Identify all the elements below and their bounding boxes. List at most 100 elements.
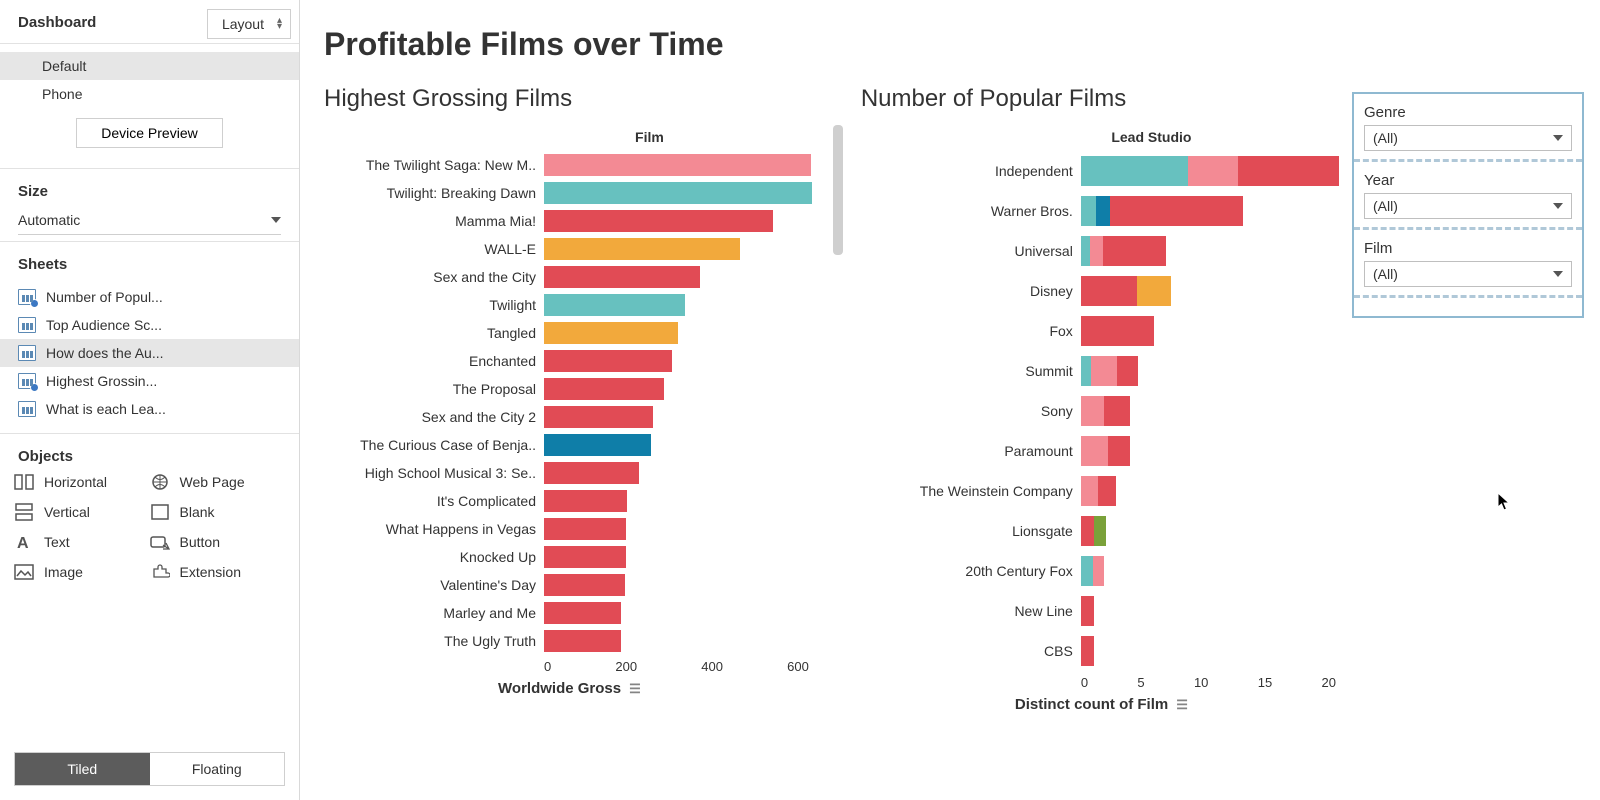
sort-desc-icon[interactable]: ☰ bbox=[1176, 697, 1188, 713]
bar-segment[interactable] bbox=[1108, 436, 1130, 466]
object-vertical[interactable]: Vertical bbox=[14, 503, 150, 521]
bar-row[interactable]: The Curious Case of Benja.. bbox=[324, 431, 815, 459]
filter-select[interactable]: (All) bbox=[1364, 125, 1572, 151]
bar-row[interactable]: The Weinstein Company bbox=[861, 471, 1342, 511]
bar-row[interactable]: Lionsgate bbox=[861, 511, 1342, 551]
bar-segment[interactable] bbox=[1081, 436, 1108, 466]
device-default[interactable]: Default bbox=[0, 52, 299, 80]
object-button[interactable]: Button bbox=[150, 533, 286, 551]
bar-row[interactable]: It's Complicated bbox=[324, 487, 815, 515]
object-webpage[interactable]: Web Page bbox=[150, 473, 286, 491]
bar-segment[interactable] bbox=[1098, 476, 1116, 506]
bar-segment[interactable] bbox=[1104, 396, 1130, 426]
bar-segment[interactable] bbox=[1188, 156, 1238, 186]
bar-row[interactable]: Disney bbox=[861, 271, 1342, 311]
bar-row[interactable]: WALL-E bbox=[324, 235, 815, 263]
size-select[interactable]: Automatic bbox=[18, 208, 281, 235]
sheet-item[interactable]: Highest Grossin... bbox=[0, 367, 299, 395]
sheet-item[interactable]: How does the Au... bbox=[0, 339, 299, 367]
bar-segment[interactable] bbox=[1094, 516, 1106, 546]
bar[interactable] bbox=[544, 350, 672, 372]
bar-row[interactable]: 20th Century Fox bbox=[861, 551, 1342, 591]
bar-segment[interactable] bbox=[1081, 516, 1094, 546]
bar[interactable] bbox=[544, 238, 740, 260]
bar-segment[interactable] bbox=[1081, 556, 1093, 586]
bar-row[interactable]: What Happens in Vegas bbox=[324, 515, 815, 543]
bar-row[interactable]: Universal bbox=[861, 231, 1342, 271]
bar-row[interactable]: The Twilight Saga: New M.. bbox=[324, 151, 815, 179]
bar-segment[interactable] bbox=[1096, 196, 1109, 226]
bar-segment[interactable] bbox=[1081, 276, 1137, 306]
object-horizontal[interactable]: Horizontal bbox=[14, 473, 150, 491]
bar[interactable] bbox=[544, 574, 625, 596]
bar-row[interactable]: Twilight bbox=[324, 291, 815, 319]
floating-button[interactable]: Floating bbox=[150, 753, 285, 785]
bar[interactable] bbox=[544, 210, 773, 232]
bar-row[interactable]: New Line bbox=[861, 591, 1342, 631]
object-extension[interactable]: Extension bbox=[150, 563, 286, 581]
bar-segment[interactable] bbox=[1093, 556, 1105, 586]
bar[interactable] bbox=[544, 602, 621, 624]
bar-segment[interactable] bbox=[1103, 236, 1166, 266]
bar-segment[interactable] bbox=[1081, 476, 1098, 506]
bar[interactable] bbox=[544, 434, 651, 456]
object-blank[interactable]: Blank bbox=[150, 503, 286, 521]
bar-row[interactable]: Summit bbox=[861, 351, 1342, 391]
bar-row[interactable]: Independent bbox=[861, 151, 1342, 191]
sheet-item[interactable]: Top Audience Sc... bbox=[0, 311, 299, 339]
filter-select[interactable]: (All) bbox=[1364, 193, 1572, 219]
bar-row[interactable]: Mamma Mia! bbox=[324, 207, 815, 235]
bar[interactable] bbox=[544, 490, 627, 512]
bar-row[interactable]: Fox bbox=[861, 311, 1342, 351]
layout-select[interactable]: Layout ▴▾ bbox=[207, 9, 291, 39]
bar[interactable] bbox=[544, 182, 812, 204]
bar[interactable] bbox=[544, 462, 639, 484]
bar-segment[interactable] bbox=[1081, 396, 1105, 426]
scroll-handle[interactable] bbox=[833, 125, 843, 255]
bar-segment[interactable] bbox=[1110, 196, 1243, 226]
bar-segment[interactable] bbox=[1238, 156, 1340, 186]
object-image[interactable]: Image bbox=[14, 563, 150, 581]
bar-row[interactable]: Marley and Me bbox=[324, 599, 815, 627]
bar[interactable] bbox=[544, 154, 811, 176]
bar[interactable] bbox=[544, 630, 621, 652]
bar-row[interactable]: Tangled bbox=[324, 319, 815, 347]
bar-row[interactable]: Paramount bbox=[861, 431, 1342, 471]
bar-segment[interactable] bbox=[1081, 596, 1094, 626]
bar-segment[interactable] bbox=[1081, 196, 1097, 226]
bar-row[interactable]: The Ugly Truth bbox=[324, 627, 815, 655]
bar-row[interactable]: Knocked Up bbox=[324, 543, 815, 571]
bar-row[interactable]: Sex and the City bbox=[324, 263, 815, 291]
bar[interactable] bbox=[544, 518, 626, 540]
bar[interactable] bbox=[544, 266, 700, 288]
bar-row[interactable]: Sex and the City 2 bbox=[324, 403, 815, 431]
object-text[interactable]: AText bbox=[14, 533, 150, 551]
bar-row[interactable]: Valentine's Day bbox=[324, 571, 815, 599]
filter-select[interactable]: (All) bbox=[1364, 261, 1572, 287]
bar-segment[interactable] bbox=[1081, 316, 1154, 346]
sheet-item[interactable]: Number of Popul... bbox=[0, 283, 299, 311]
bar-row[interactable]: Warner Bros. bbox=[861, 191, 1342, 231]
bar[interactable] bbox=[544, 294, 685, 316]
bar-segment[interactable] bbox=[1091, 356, 1117, 386]
bar[interactable] bbox=[544, 406, 653, 428]
sheet-item[interactable]: What is each Lea... bbox=[0, 395, 299, 423]
device-preview-button[interactable]: Device Preview bbox=[76, 118, 222, 148]
tiled-button[interactable]: Tiled bbox=[15, 753, 150, 785]
bar-segment[interactable] bbox=[1090, 236, 1103, 266]
bar-row[interactable]: The Proposal bbox=[324, 375, 815, 403]
bar-segment[interactable] bbox=[1137, 276, 1171, 306]
bar[interactable] bbox=[544, 546, 626, 568]
device-phone[interactable]: Phone bbox=[0, 80, 299, 108]
tab-dashboard[interactable]: Dashboard bbox=[0, 4, 114, 43]
bar-row[interactable]: Enchanted bbox=[324, 347, 815, 375]
bar-row[interactable]: Sony bbox=[861, 391, 1342, 431]
bar-segment[interactable] bbox=[1081, 636, 1094, 666]
sort-desc-icon[interactable]: ☰ bbox=[629, 681, 641, 697]
bar-row[interactable]: Twilight: Breaking Dawn bbox=[324, 179, 815, 207]
bar-row[interactable]: High School Musical 3: Se.. bbox=[324, 459, 815, 487]
bar-row[interactable]: CBS bbox=[861, 631, 1342, 671]
bar-segment[interactable] bbox=[1081, 236, 1090, 266]
bar[interactable] bbox=[544, 322, 678, 344]
bar-segment[interactable] bbox=[1081, 156, 1188, 186]
